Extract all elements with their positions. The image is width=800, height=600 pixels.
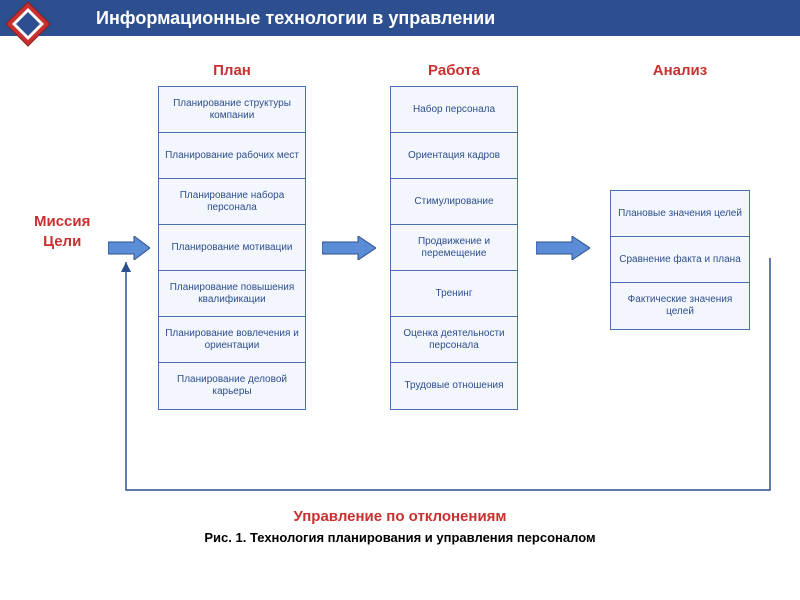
- feedback-caption: Управление по отклонениям: [0, 508, 800, 525]
- figure-caption: Рис. 1. Технология планирования и управл…: [0, 530, 800, 545]
